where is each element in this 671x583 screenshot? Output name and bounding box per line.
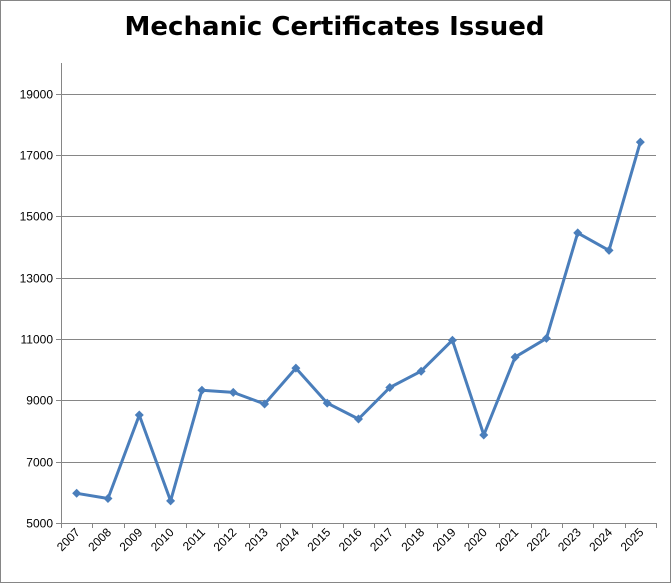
x-tick-label: 2020 [461,525,490,554]
data-point [166,496,176,506]
x-tick-label: 2023 [555,525,584,554]
data-point [103,493,113,503]
y-tick-label: 5000 [26,517,53,531]
data-point [604,245,614,255]
x-tick-label: 2009 [117,525,146,554]
x-tick-label: 2024 [586,525,615,554]
data-point [197,385,207,395]
data-point [635,137,645,147]
y-tick-label: 17000 [20,149,54,163]
y-tick-label: 15000 [20,210,54,224]
x-tick-label: 2019 [430,525,459,554]
axes [56,63,657,528]
series-line [75,140,642,503]
x-tick-label: 2012 [211,525,240,554]
x-tick-label: 2014 [273,525,302,554]
x-tick-label: 2015 [305,525,334,554]
x-tick-label: 2010 [148,525,177,554]
data-point [322,398,332,408]
x-tick-label: 2021 [492,525,521,554]
x-tick-label: 2011 [180,525,208,553]
chart-title: Mechanic Certificates Issued [124,12,545,42]
data-point [541,333,551,343]
y-tick-label: 19000 [20,88,54,102]
x-tick-label: 2022 [524,525,553,554]
x-tick-label: 2013 [242,525,271,554]
data-point [479,430,489,440]
data-point [134,410,144,420]
data-point [72,488,82,498]
y-tick-label: 13000 [20,272,54,286]
x-tick-label: 2017 [367,525,396,554]
x-tick-label: 2008 [85,525,114,554]
x-tick-label: 2018 [398,525,427,554]
data-point [291,363,301,373]
x-tick-label: 2016 [336,525,365,554]
y-tick-label: 7000 [26,456,53,470]
x-tick-label: 2025 [618,525,647,554]
grid-lines [61,94,656,463]
data-point [354,414,363,424]
data-point [228,387,238,397]
data-point [385,382,395,392]
data-point [260,399,270,409]
series [72,137,645,506]
data-point [573,228,583,238]
data-point [510,352,520,362]
data-point [416,366,426,376]
x-tick-labels: 2007 2008 2009 2010 2011 2012 2013 2014 2015 2016… [54,525,647,554]
y-tick-label: 9000 [26,394,53,408]
y-tick-label: 11000 [21,333,54,347]
y-tick-labels: 5000 7000 9000 11000 13000 15000 17000 19000 [20,88,54,531]
x-tick-label: 2007 [54,525,83,554]
data-point [447,335,457,345]
